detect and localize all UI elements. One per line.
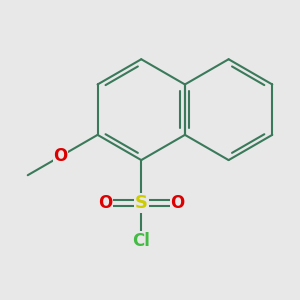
Text: Cl: Cl bbox=[132, 232, 150, 250]
Text: O: O bbox=[53, 147, 68, 165]
Text: S: S bbox=[135, 194, 148, 212]
Text: O: O bbox=[170, 194, 185, 212]
Text: O: O bbox=[98, 194, 112, 212]
